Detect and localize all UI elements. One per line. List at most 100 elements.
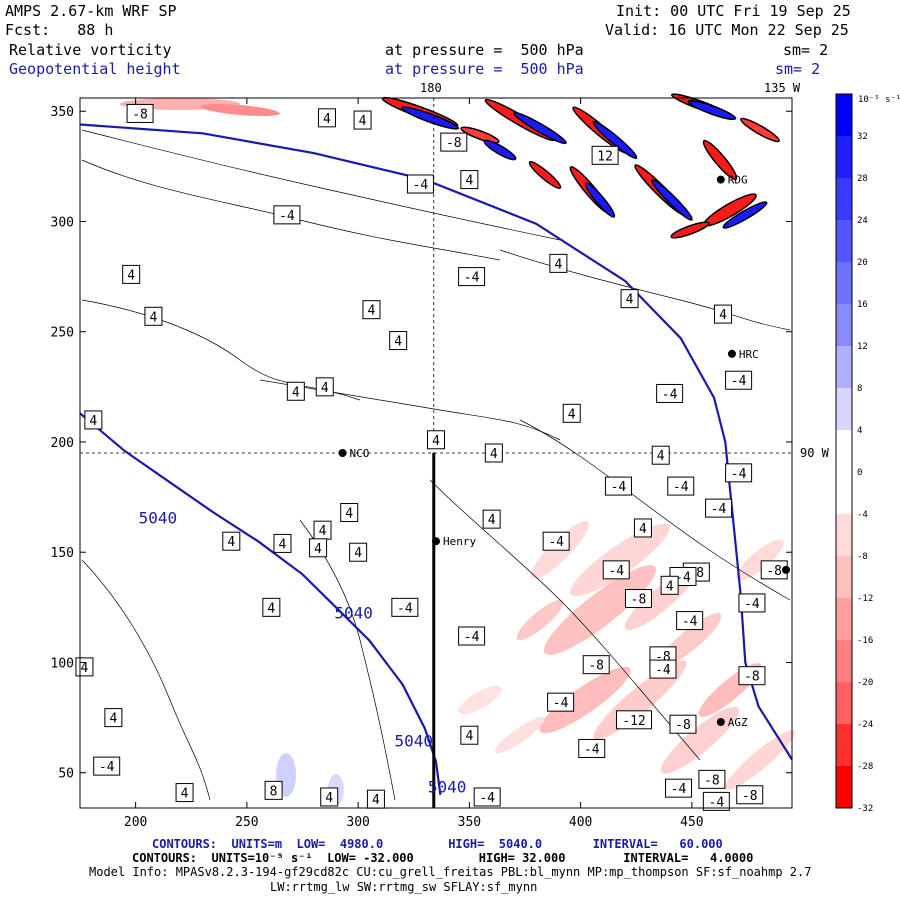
vorticity-label: 4 bbox=[660, 575, 679, 595]
vorticity-label: 4 bbox=[309, 538, 328, 558]
station-dot bbox=[716, 718, 725, 727]
colorbar-tick-label: -16 bbox=[857, 636, 873, 646]
station-rdg: RDG bbox=[716, 174, 748, 187]
vorticity-streak bbox=[584, 182, 616, 218]
vorticity-label-text: -8 bbox=[704, 773, 720, 788]
vorticity-label: 4 bbox=[651, 445, 670, 465]
vorticity-label-text: 4 bbox=[325, 791, 333, 806]
y-tick-label: 200 bbox=[51, 436, 74, 451]
vorticity-label-box bbox=[725, 463, 753, 483]
vorticity-label: -8 bbox=[669, 714, 697, 734]
colorbar-tick-label: 24 bbox=[857, 216, 868, 226]
vorticity-streak bbox=[483, 139, 517, 161]
vorticity-label-box bbox=[633, 518, 652, 538]
x-tick-label: 250 bbox=[235, 815, 258, 830]
vorticity-label-text: -4 bbox=[675, 570, 691, 585]
longitude-label-135w: 135 W bbox=[764, 81, 801, 95]
vorticity-label-text: 12 bbox=[597, 149, 613, 164]
vorticity-label: 4 bbox=[104, 708, 123, 728]
colorbar-tick-label: 12 bbox=[857, 342, 868, 352]
vorticity-patch bbox=[725, 730, 795, 790]
height-contour-line bbox=[79, 412, 442, 795]
vorticity-label: 8 bbox=[264, 780, 283, 800]
vorticity-label-box bbox=[473, 787, 501, 807]
colorbar-segment bbox=[836, 388, 852, 430]
vorticity-label: -4 bbox=[705, 498, 733, 518]
vorticity-label: -12 bbox=[616, 710, 653, 730]
vorticity-label: 4 bbox=[122, 264, 141, 284]
vorticity-patch bbox=[495, 716, 545, 754]
y-tick-label: 250 bbox=[51, 326, 74, 341]
vorticity-label: 4 bbox=[353, 110, 372, 130]
vorticity-label: -4 bbox=[667, 476, 695, 496]
vorticity-label-box bbox=[126, 103, 154, 123]
vorticity-label: 4 bbox=[633, 518, 652, 538]
vorticity-label-text: -4 bbox=[464, 630, 480, 645]
vorticity-label-box bbox=[562, 403, 581, 423]
vorticity-label: 4 bbox=[315, 377, 334, 397]
vorticity-label-text: -4 bbox=[711, 502, 727, 517]
vorticity-label: 4 bbox=[482, 509, 501, 529]
vorticity-label: 4 bbox=[362, 300, 381, 320]
vorticity-label-box bbox=[273, 205, 301, 225]
vorticity-label-box bbox=[262, 597, 281, 617]
colorbar-tick-label: -28 bbox=[857, 762, 873, 772]
vorticity-label: 4 bbox=[317, 108, 336, 128]
colorbar-tick-label: 16 bbox=[857, 300, 868, 310]
vorticity-label-box bbox=[702, 791, 730, 811]
field2-level: at pressure = 500 hPa bbox=[385, 60, 584, 78]
colorbar-segment bbox=[836, 262, 852, 304]
vorticity-label-text: 4 bbox=[227, 535, 235, 550]
colorbar-tick-label: 4 bbox=[857, 426, 862, 436]
vorticity-label-text: 4 bbox=[323, 112, 331, 127]
vorticity-label: 4 bbox=[389, 331, 408, 351]
vorticity-label-box bbox=[665, 778, 693, 798]
colorbar-segment bbox=[836, 598, 852, 640]
height-contour-label: 5040 bbox=[334, 603, 373, 622]
vorticity-label-box bbox=[484, 443, 503, 463]
x-tick-label: 300 bbox=[346, 815, 369, 830]
station-name: NCO bbox=[350, 447, 370, 460]
vorticity-label: -4 bbox=[649, 659, 677, 679]
vorticity-patch bbox=[539, 666, 631, 734]
x-tick-label: 200 bbox=[124, 815, 147, 830]
vorticity-label: 4 bbox=[273, 533, 292, 553]
vorticity-label-text: -4 bbox=[413, 178, 429, 193]
vorticity-label: -4 bbox=[725, 463, 753, 483]
vorticity-contour bbox=[519, 419, 791, 601]
colorbar-tick-label: -20 bbox=[857, 678, 873, 688]
vorticity-label-text: -8 bbox=[446, 136, 462, 151]
vorticity-label-text: -4 bbox=[662, 387, 678, 402]
colorbar-frame bbox=[835, 93, 853, 809]
vorticity-label: -4 bbox=[406, 174, 434, 194]
vorticity-label: 4 bbox=[714, 304, 733, 324]
vorticity-label-box bbox=[738, 593, 766, 613]
station-name: Henry bbox=[443, 535, 476, 548]
vorticity-label-text: -4 bbox=[671, 782, 687, 797]
vorticity-label-box bbox=[362, 300, 381, 320]
vorticity-label-box bbox=[460, 170, 479, 190]
vorticity-label-box bbox=[222, 531, 241, 551]
vorticity-label: -4 bbox=[738, 593, 766, 613]
colorbar-unit-label: 10⁻⁵ s⁻¹ bbox=[858, 95, 900, 105]
vorticity-label-text: 4 bbox=[465, 174, 473, 189]
vorticity-label-text: 8 bbox=[270, 784, 278, 799]
graticule-lines bbox=[80, 98, 792, 454]
vorticity-label: 4 bbox=[549, 253, 568, 273]
longitude-label-90w: 90 W bbox=[800, 446, 830, 460]
vorticity-label-box bbox=[286, 381, 305, 401]
vorticity-label-box bbox=[427, 430, 445, 450]
vorticity-label-text: -4 bbox=[682, 615, 698, 630]
vorticity-label-text: -4 bbox=[584, 742, 600, 757]
station-name: HRC bbox=[739, 348, 759, 361]
vorticity-streak bbox=[460, 126, 500, 144]
vorticity-label-text: -4 bbox=[731, 374, 747, 389]
colorbar-tick-label: 20 bbox=[857, 258, 868, 268]
vorticity-label-box bbox=[122, 264, 141, 284]
station-name: RDG bbox=[728, 174, 748, 187]
vorticity-label-box bbox=[582, 655, 610, 675]
vorticity-label: -4 bbox=[458, 626, 486, 646]
station-dot bbox=[716, 175, 725, 184]
vorticity-label-text: 4 bbox=[314, 542, 322, 557]
